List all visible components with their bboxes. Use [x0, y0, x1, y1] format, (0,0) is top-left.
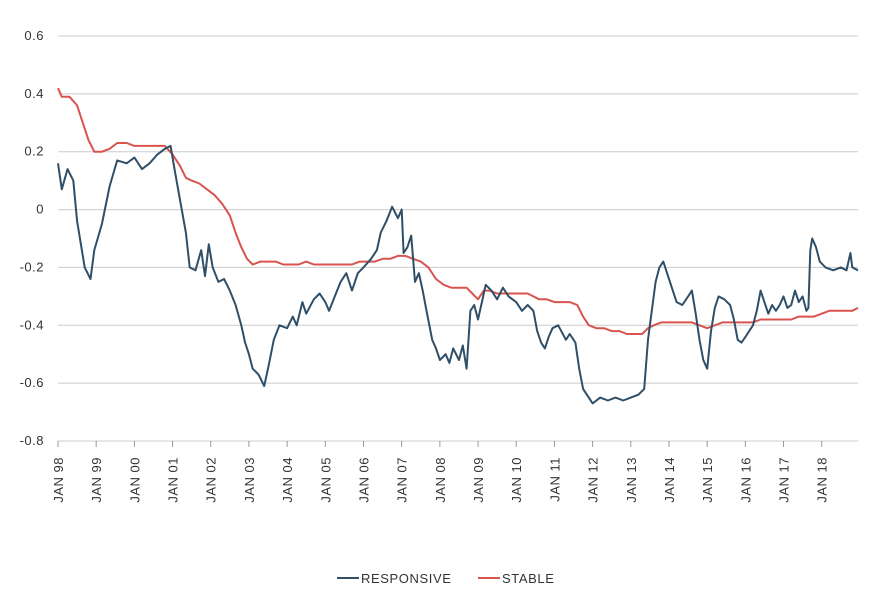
x-tick-label: JAN 14 [662, 457, 677, 503]
x-tick-label: JAN 07 [395, 457, 410, 503]
x-tick-label: JAN 05 [318, 457, 333, 503]
x-tick-label: JAN 09 [471, 457, 486, 503]
x-tick-label: JAN 08 [433, 457, 448, 503]
series-lines [57, 87, 859, 405]
x-tick-label: JAN 10 [509, 457, 524, 503]
x-tick-label: JAN 16 [738, 457, 753, 503]
y-tick-label: -0.4 [20, 317, 44, 332]
legend: RESPONSIVE STABLE [337, 571, 555, 586]
x-axis: JAN 98 JAN 99 JAN 00 JAN 01 JAN 02 JAN 03 JAN … [51, 441, 830, 503]
y-tick-label: 0 [36, 202, 44, 217]
y-tick-label: 0.4 [24, 86, 44, 101]
x-tick-label: JAN 02 [204, 457, 219, 503]
y-tick-label: -0.2 [20, 259, 44, 274]
y-tick-label: 0.2 [24, 144, 44, 159]
x-tick-label: JAN 00 [127, 457, 142, 503]
x-tick-label: JAN 04 [280, 457, 295, 503]
x-tick-label: JAN 15 [700, 457, 715, 503]
x-tick-label: JAN 99 [89, 457, 104, 503]
x-tick-label: JAN 12 [586, 457, 601, 503]
y-axis-labels: 0.6 0.4 0.2 0 -0.2 -0.4 -0.6 -0.8 [20, 28, 44, 448]
series-line-responsive [57, 144, 859, 405]
x-tick-label: JAN 11 [547, 457, 562, 502]
x-tick-label: JAN 06 [356, 457, 371, 503]
gridlines [58, 35, 858, 442]
y-tick-label: -0.8 [20, 433, 44, 448]
y-tick-label: -0.6 [20, 375, 44, 390]
x-tick-label: JAN 13 [624, 457, 639, 503]
x-tick-label: JAN 18 [815, 457, 830, 503]
legend-label-stable: STABLE [502, 571, 555, 586]
x-tick-label: JAN 98 [51, 457, 66, 503]
x-tick-label: JAN 17 [777, 457, 792, 503]
legend-label-responsive: RESPONSIVE [361, 571, 452, 586]
series-line-stable [57, 87, 859, 335]
x-tick-label: JAN 03 [242, 457, 257, 503]
x-tick-label: JAN 01 [166, 457, 181, 503]
y-tick-label: 0.6 [24, 28, 44, 43]
